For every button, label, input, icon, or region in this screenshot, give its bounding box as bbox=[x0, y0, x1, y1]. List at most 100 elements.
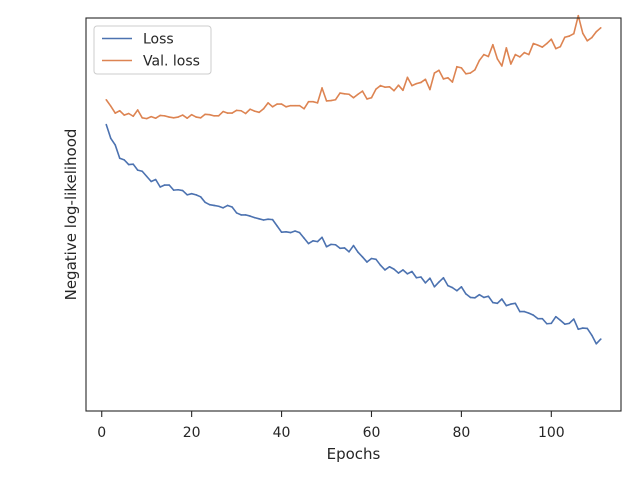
data-point bbox=[343, 93, 346, 95]
data-point bbox=[415, 82, 418, 85]
data-point bbox=[559, 319, 562, 322]
data-point bbox=[564, 323, 566, 325]
data-point bbox=[172, 117, 175, 119]
data-point bbox=[289, 104, 292, 107]
data-point bbox=[145, 175, 148, 178]
data-point bbox=[123, 114, 126, 116]
legend-label-val-loss: Val. loss bbox=[143, 54, 200, 70]
data-point bbox=[199, 196, 202, 198]
data-point bbox=[307, 100, 310, 103]
data-point bbox=[217, 205, 220, 208]
data-point bbox=[186, 117, 188, 120]
data-point bbox=[550, 38, 553, 41]
data-point bbox=[267, 102, 269, 104]
x-tick-label: 100 bbox=[538, 425, 565, 441]
data-point bbox=[537, 317, 539, 320]
data-point bbox=[249, 108, 251, 110]
data-point bbox=[226, 112, 229, 114]
data-point bbox=[258, 111, 260, 114]
x-tick-label: 60 bbox=[363, 425, 381, 441]
data-point bbox=[127, 112, 130, 115]
data-point bbox=[244, 214, 247, 216]
data-point bbox=[469, 296, 472, 299]
data-point bbox=[411, 84, 413, 87]
data-point bbox=[483, 53, 485, 56]
data-point bbox=[226, 204, 229, 207]
data-point bbox=[402, 89, 404, 92]
data-point bbox=[163, 184, 166, 186]
data-point bbox=[132, 163, 135, 165]
data-point bbox=[402, 269, 404, 271]
data-point bbox=[330, 99, 332, 102]
data-point bbox=[550, 322, 553, 325]
data-point bbox=[568, 35, 571, 37]
data-point bbox=[505, 304, 508, 307]
data-point bbox=[388, 265, 391, 268]
data-point bbox=[348, 93, 350, 96]
data-point bbox=[514, 302, 517, 305]
data-point bbox=[253, 216, 256, 219]
data-point bbox=[523, 51, 526, 54]
plot-frame bbox=[85, 17, 622, 412]
data-point bbox=[451, 286, 454, 289]
data-point bbox=[420, 276, 422, 278]
data-point bbox=[442, 78, 445, 80]
data-point bbox=[244, 112, 247, 115]
data-point bbox=[388, 85, 391, 88]
data-point bbox=[177, 188, 179, 191]
data-point bbox=[496, 58, 499, 60]
series-layer bbox=[105, 14, 602, 345]
data-point bbox=[204, 201, 206, 204]
data-point bbox=[249, 215, 251, 217]
data-point bbox=[343, 247, 346, 249]
data-point bbox=[474, 69, 476, 71]
data-point bbox=[253, 110, 256, 112]
data-point bbox=[528, 53, 530, 56]
data-point bbox=[271, 218, 274, 221]
data-point bbox=[501, 298, 503, 300]
data-point bbox=[235, 212, 238, 214]
data-point bbox=[172, 189, 175, 191]
data-point bbox=[492, 301, 494, 304]
data-point bbox=[528, 312, 530, 314]
data-point bbox=[321, 87, 323, 89]
data-point bbox=[150, 115, 152, 118]
data-point bbox=[123, 159, 126, 161]
data-point bbox=[586, 327, 589, 330]
data-point bbox=[339, 92, 341, 94]
data-point bbox=[451, 81, 454, 83]
data-point bbox=[366, 261, 368, 263]
data-point bbox=[109, 105, 112, 107]
data-point bbox=[213, 115, 215, 117]
data-point bbox=[208, 203, 211, 206]
data-point bbox=[168, 184, 170, 186]
data-point bbox=[217, 115, 220, 117]
data-point bbox=[537, 44, 539, 46]
data-point bbox=[289, 231, 292, 234]
data-point bbox=[546, 322, 548, 325]
data-point bbox=[190, 192, 193, 195]
data-point bbox=[181, 189, 184, 192]
data-point bbox=[361, 256, 364, 258]
data-point bbox=[541, 317, 544, 320]
data-point bbox=[222, 110, 224, 113]
data-point bbox=[555, 47, 557, 50]
data-point bbox=[213, 204, 215, 207]
data-point bbox=[352, 96, 355, 99]
data-point bbox=[442, 276, 445, 279]
data-point bbox=[186, 194, 188, 196]
data-point bbox=[460, 286, 463, 288]
data-point bbox=[316, 240, 319, 243]
data-point bbox=[334, 98, 337, 101]
data-point bbox=[590, 334, 593, 336]
data-point bbox=[519, 310, 521, 313]
data-point bbox=[190, 113, 193, 116]
data-point bbox=[145, 117, 148, 120]
data-point bbox=[541, 46, 544, 48]
data-point bbox=[433, 286, 436, 288]
data-point bbox=[420, 81, 422, 84]
data-point bbox=[316, 102, 319, 104]
data-point bbox=[469, 72, 472, 74]
data-point bbox=[294, 104, 296, 107]
data-point bbox=[280, 103, 283, 105]
